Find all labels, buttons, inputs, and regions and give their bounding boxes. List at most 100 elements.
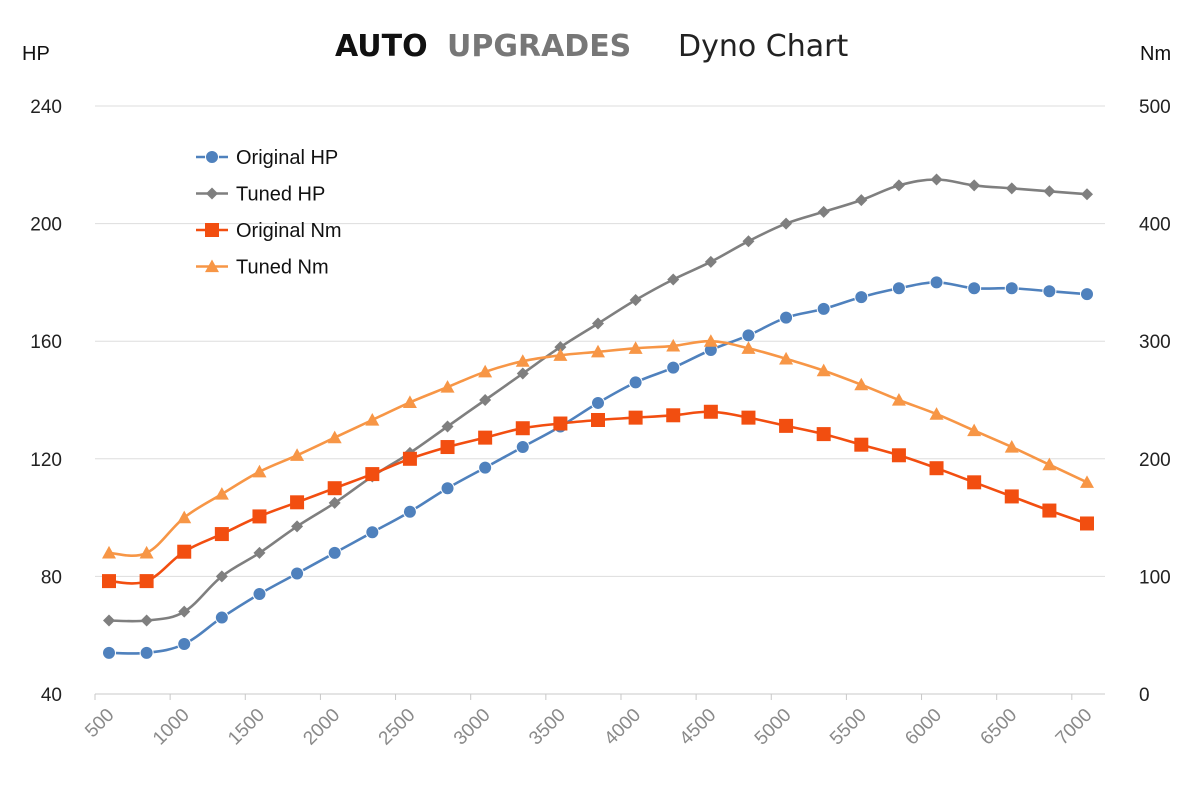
data-point xyxy=(816,301,831,316)
data-point xyxy=(252,464,267,478)
legend-label: Original Nm xyxy=(236,220,342,242)
data-point xyxy=(591,344,605,358)
data-point xyxy=(478,364,493,378)
data-point xyxy=(139,545,154,559)
x-tick-label: 4500 xyxy=(676,705,721,750)
data-point xyxy=(891,281,906,296)
data-point xyxy=(516,367,529,380)
data-point xyxy=(327,481,342,496)
legend-label: Tuned Nm xyxy=(236,257,329,279)
data-point xyxy=(1005,182,1018,195)
data-point xyxy=(478,460,493,475)
data-point xyxy=(816,427,831,442)
data-point xyxy=(854,377,869,391)
legend-label: Tuned HP xyxy=(236,184,325,206)
data-point xyxy=(214,527,229,542)
right-tick-label: 100 xyxy=(1139,567,1171,588)
series-original-hp xyxy=(102,275,1094,660)
left-axis-ticks: 240 200 160 120 80 40 xyxy=(30,97,62,706)
data-point xyxy=(102,545,116,559)
data-point xyxy=(515,354,530,367)
data-point xyxy=(402,395,417,408)
x-tick-label: 3500 xyxy=(525,705,570,750)
chart-title: Dyno Chart xyxy=(678,29,848,64)
data-point xyxy=(365,525,380,540)
data-point xyxy=(967,423,982,437)
data-point xyxy=(291,520,304,533)
data-point xyxy=(854,437,869,452)
x-tick-marks xyxy=(94,694,1148,700)
data-point xyxy=(666,408,681,423)
legend-item: Tuned Nm xyxy=(196,257,329,279)
data-point xyxy=(327,545,342,560)
data-point xyxy=(252,509,267,524)
data-point xyxy=(703,334,718,347)
data-point xyxy=(440,440,455,455)
data-point xyxy=(929,461,944,476)
data-point xyxy=(178,605,191,618)
data-point xyxy=(177,510,192,524)
data-point xyxy=(215,570,228,583)
data-point xyxy=(929,407,944,420)
right-axis-ticks: 500 400 300 200 100 0 xyxy=(1139,97,1171,706)
data-point xyxy=(1004,281,1019,296)
data-point xyxy=(553,348,568,361)
data-point xyxy=(628,410,643,425)
left-tick-label: 200 xyxy=(30,215,62,236)
left-tick-label: 120 xyxy=(30,450,62,471)
data-point xyxy=(1080,516,1094,531)
data-point xyxy=(666,338,681,352)
series-layer xyxy=(102,173,1094,660)
x-tick-label: 3000 xyxy=(450,705,495,750)
data-point xyxy=(515,421,530,436)
x-tick-label: 4000 xyxy=(600,705,645,750)
data-point xyxy=(891,393,906,406)
data-point xyxy=(968,179,981,192)
data-point xyxy=(1004,489,1019,504)
right-tick-label: 0 xyxy=(1139,685,1150,706)
data-point xyxy=(703,404,718,419)
data-point xyxy=(554,341,567,354)
x-tick-label: 6500 xyxy=(977,705,1022,750)
x-tick-label: 5000 xyxy=(751,705,796,750)
data-point xyxy=(780,217,793,230)
data-point xyxy=(1042,457,1057,471)
data-point xyxy=(478,430,493,445)
data-point xyxy=(1042,503,1057,518)
x-tick-label: 2000 xyxy=(299,705,344,750)
left-tick-label: 240 xyxy=(30,97,62,118)
right-tick-label: 400 xyxy=(1139,215,1171,236)
x-tick-label: 6000 xyxy=(901,705,946,750)
data-point xyxy=(327,430,342,444)
legend-item: Original HP xyxy=(196,147,338,169)
data-point xyxy=(328,496,341,509)
data-point xyxy=(515,440,530,455)
legend-item: Tuned HP xyxy=(196,184,325,206)
data-point xyxy=(402,451,417,466)
x-tick-label: 5500 xyxy=(826,705,871,750)
left-tick-label: 40 xyxy=(41,685,62,706)
series-line xyxy=(108,339,1088,557)
data-point xyxy=(704,255,717,268)
series-tuned-nm xyxy=(102,334,1094,559)
legend-label: Original HP xyxy=(236,147,338,169)
data-point xyxy=(1080,475,1094,488)
data-point xyxy=(1081,188,1093,201)
data-point xyxy=(967,475,982,490)
legend-marker xyxy=(205,150,219,164)
data-point xyxy=(628,375,643,390)
data-point xyxy=(817,205,830,218)
data-point xyxy=(742,235,755,248)
data-point xyxy=(967,281,982,296)
data-point xyxy=(1042,284,1057,299)
data-point xyxy=(779,310,794,325)
data-point xyxy=(214,610,229,625)
data-point xyxy=(252,587,267,602)
data-point xyxy=(177,637,192,652)
brand-auto: AUTO xyxy=(335,29,428,64)
data-point xyxy=(592,317,604,330)
legend-item: Original Nm xyxy=(196,220,342,242)
data-point xyxy=(741,328,756,343)
series-tuned-hp xyxy=(103,173,1093,627)
x-tick-label: 1500 xyxy=(224,705,269,750)
